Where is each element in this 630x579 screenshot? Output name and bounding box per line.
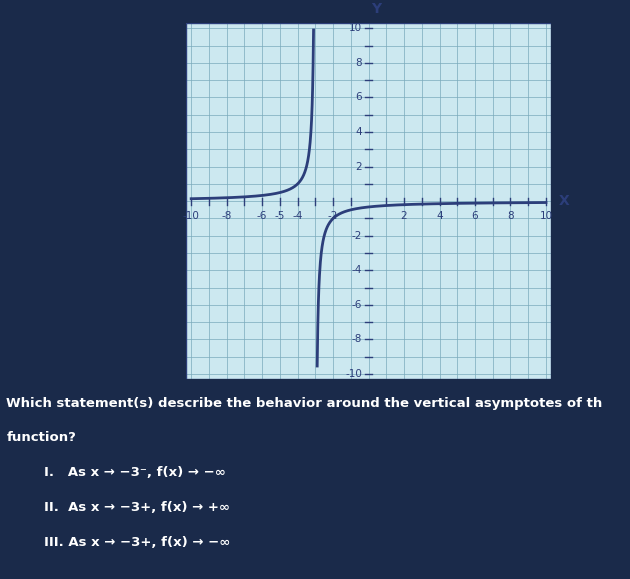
Text: 4: 4: [436, 211, 443, 221]
Text: -6: -6: [352, 300, 362, 310]
Text: 2: 2: [356, 162, 362, 171]
Text: -8: -8: [352, 335, 362, 345]
Text: function?: function?: [6, 431, 76, 444]
Text: II.  As x → −3+, f(x) → +∞: II. As x → −3+, f(x) → +∞: [44, 501, 230, 514]
Text: III. As x → −3+, f(x) → −∞: III. As x → −3+, f(x) → −∞: [44, 536, 231, 548]
Text: 6: 6: [356, 93, 362, 102]
Text: -2: -2: [352, 231, 362, 241]
Text: -8: -8: [222, 211, 232, 221]
Text: X: X: [558, 194, 569, 208]
Text: 4: 4: [356, 127, 362, 137]
Text: 6: 6: [472, 211, 478, 221]
Text: -4: -4: [352, 265, 362, 276]
Text: 8: 8: [507, 211, 514, 221]
Text: 10: 10: [539, 211, 553, 221]
Text: Y: Y: [371, 2, 381, 16]
Text: -4: -4: [292, 211, 303, 221]
Text: -10: -10: [183, 211, 200, 221]
Text: -2: -2: [328, 211, 338, 221]
Text: 2: 2: [401, 211, 408, 221]
Text: Which statement(s) describe the behavior around the vertical asymptotes of th: Which statement(s) describe the behavior…: [6, 397, 602, 409]
Text: -10: -10: [345, 369, 362, 379]
Text: 8: 8: [356, 58, 362, 68]
Text: 10: 10: [349, 23, 362, 34]
Text: -5: -5: [275, 211, 285, 221]
Text: -6: -6: [257, 211, 267, 221]
Text: I.   As x → −3⁻, f(x) → −∞: I. As x → −3⁻, f(x) → −∞: [44, 466, 226, 479]
